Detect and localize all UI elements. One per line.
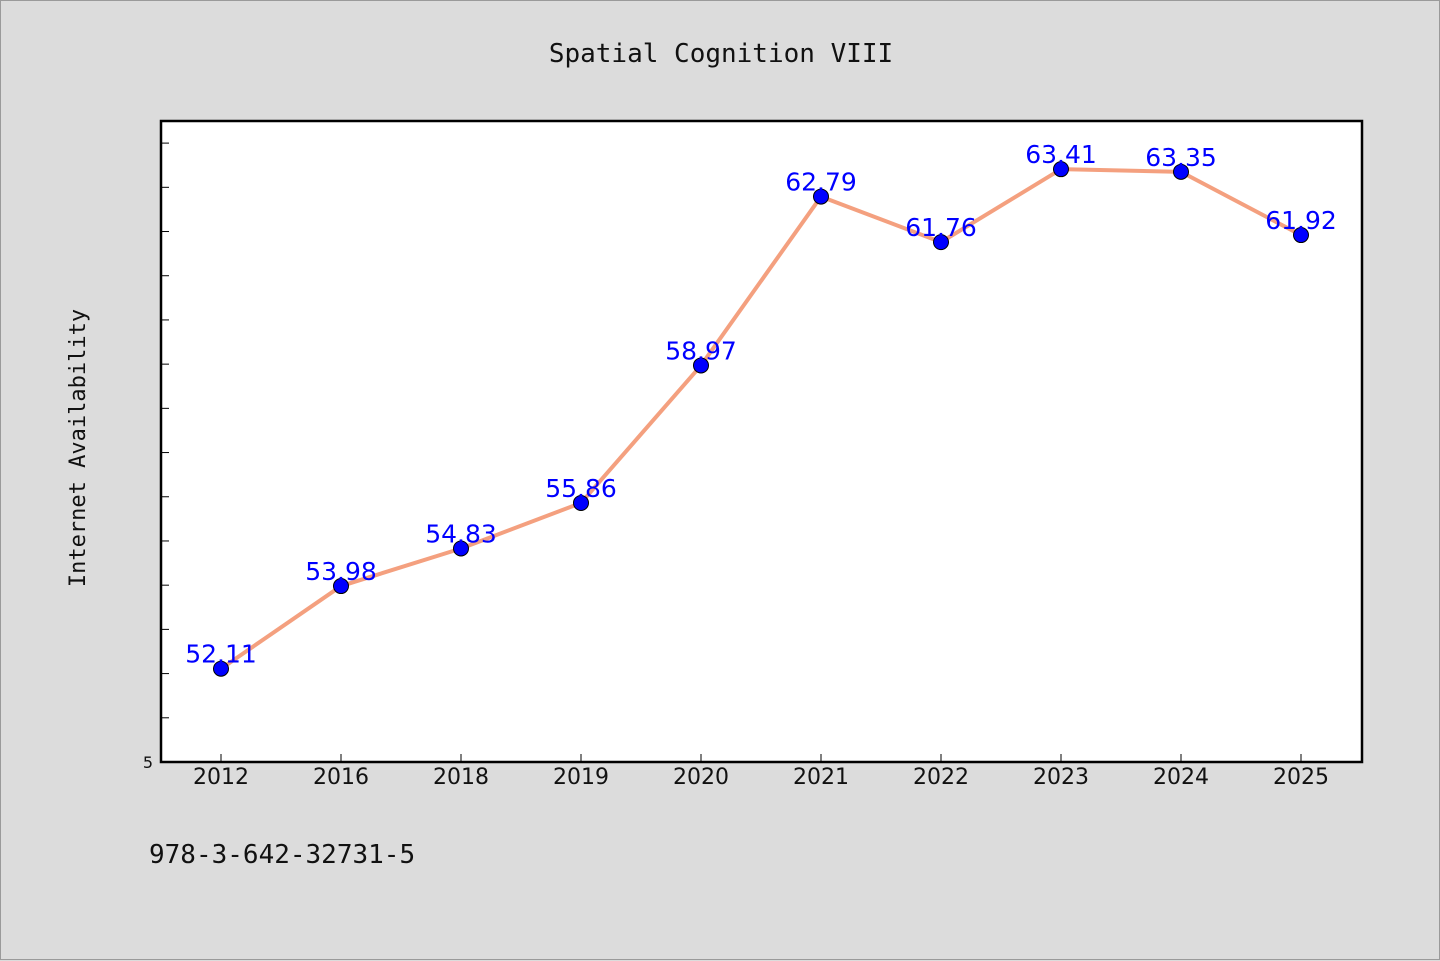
x-tick-label: 2018 [433,765,489,790]
x-tick-label: 2019 [553,765,609,790]
data-point [333,578,349,595]
data-point [933,234,949,251]
x-tick-label: 2012 [193,765,249,790]
x-tick-label: 2022 [913,765,969,790]
data-point [213,660,229,677]
x-axis-ticks: 2012 2016 2018 2019 2020 2021 2022 2023 2024 2025 [193,754,1329,790]
data-point [1293,227,1309,244]
data-label: 52.11 [185,640,257,669]
data-label: 62.79 [785,168,857,197]
plot-area [159,119,1364,764]
y-tick-label: 5 [143,753,153,772]
series-line-group [219,167,1302,671]
data-point [1053,161,1069,178]
data-label: 54.83 [425,519,497,548]
data-label: 61.76 [905,213,977,242]
x-tick-label: 2025 [1273,765,1329,790]
x-tick-label: 2016 [313,765,369,790]
chart-title: Spatial Cognition VIII [549,39,893,69]
series-line [219,167,1302,671]
data-point [693,357,709,374]
data-label: 61.92 [1265,206,1337,235]
data-label: 55.86 [545,474,617,503]
y-axis-ticks: 5 [143,142,169,772]
data-label: 63.41 [1025,140,1097,169]
data-point [813,188,829,205]
data-label-group: 52.11 53.98 54.83 55.86 58.97 62.79 61.76 63.41… [185,140,1337,669]
isbn-text: 978-3-642-32731-5 [149,840,415,870]
data-point [1173,163,1189,180]
data-label: 58.97 [665,336,737,365]
x-tick-label: 2020 [673,765,729,790]
x-tick-label: 2021 [793,765,849,790]
data-point [453,540,469,557]
y-axis-label: Internet Availability [66,309,91,587]
data-point [573,494,589,511]
x-tick-label: 2023 [1033,765,1089,790]
data-label: 63.35 [1145,143,1217,172]
data-label: 53.98 [305,557,377,586]
series-marker-group [213,161,1309,677]
x-tick-label: 2024 [1153,765,1209,790]
